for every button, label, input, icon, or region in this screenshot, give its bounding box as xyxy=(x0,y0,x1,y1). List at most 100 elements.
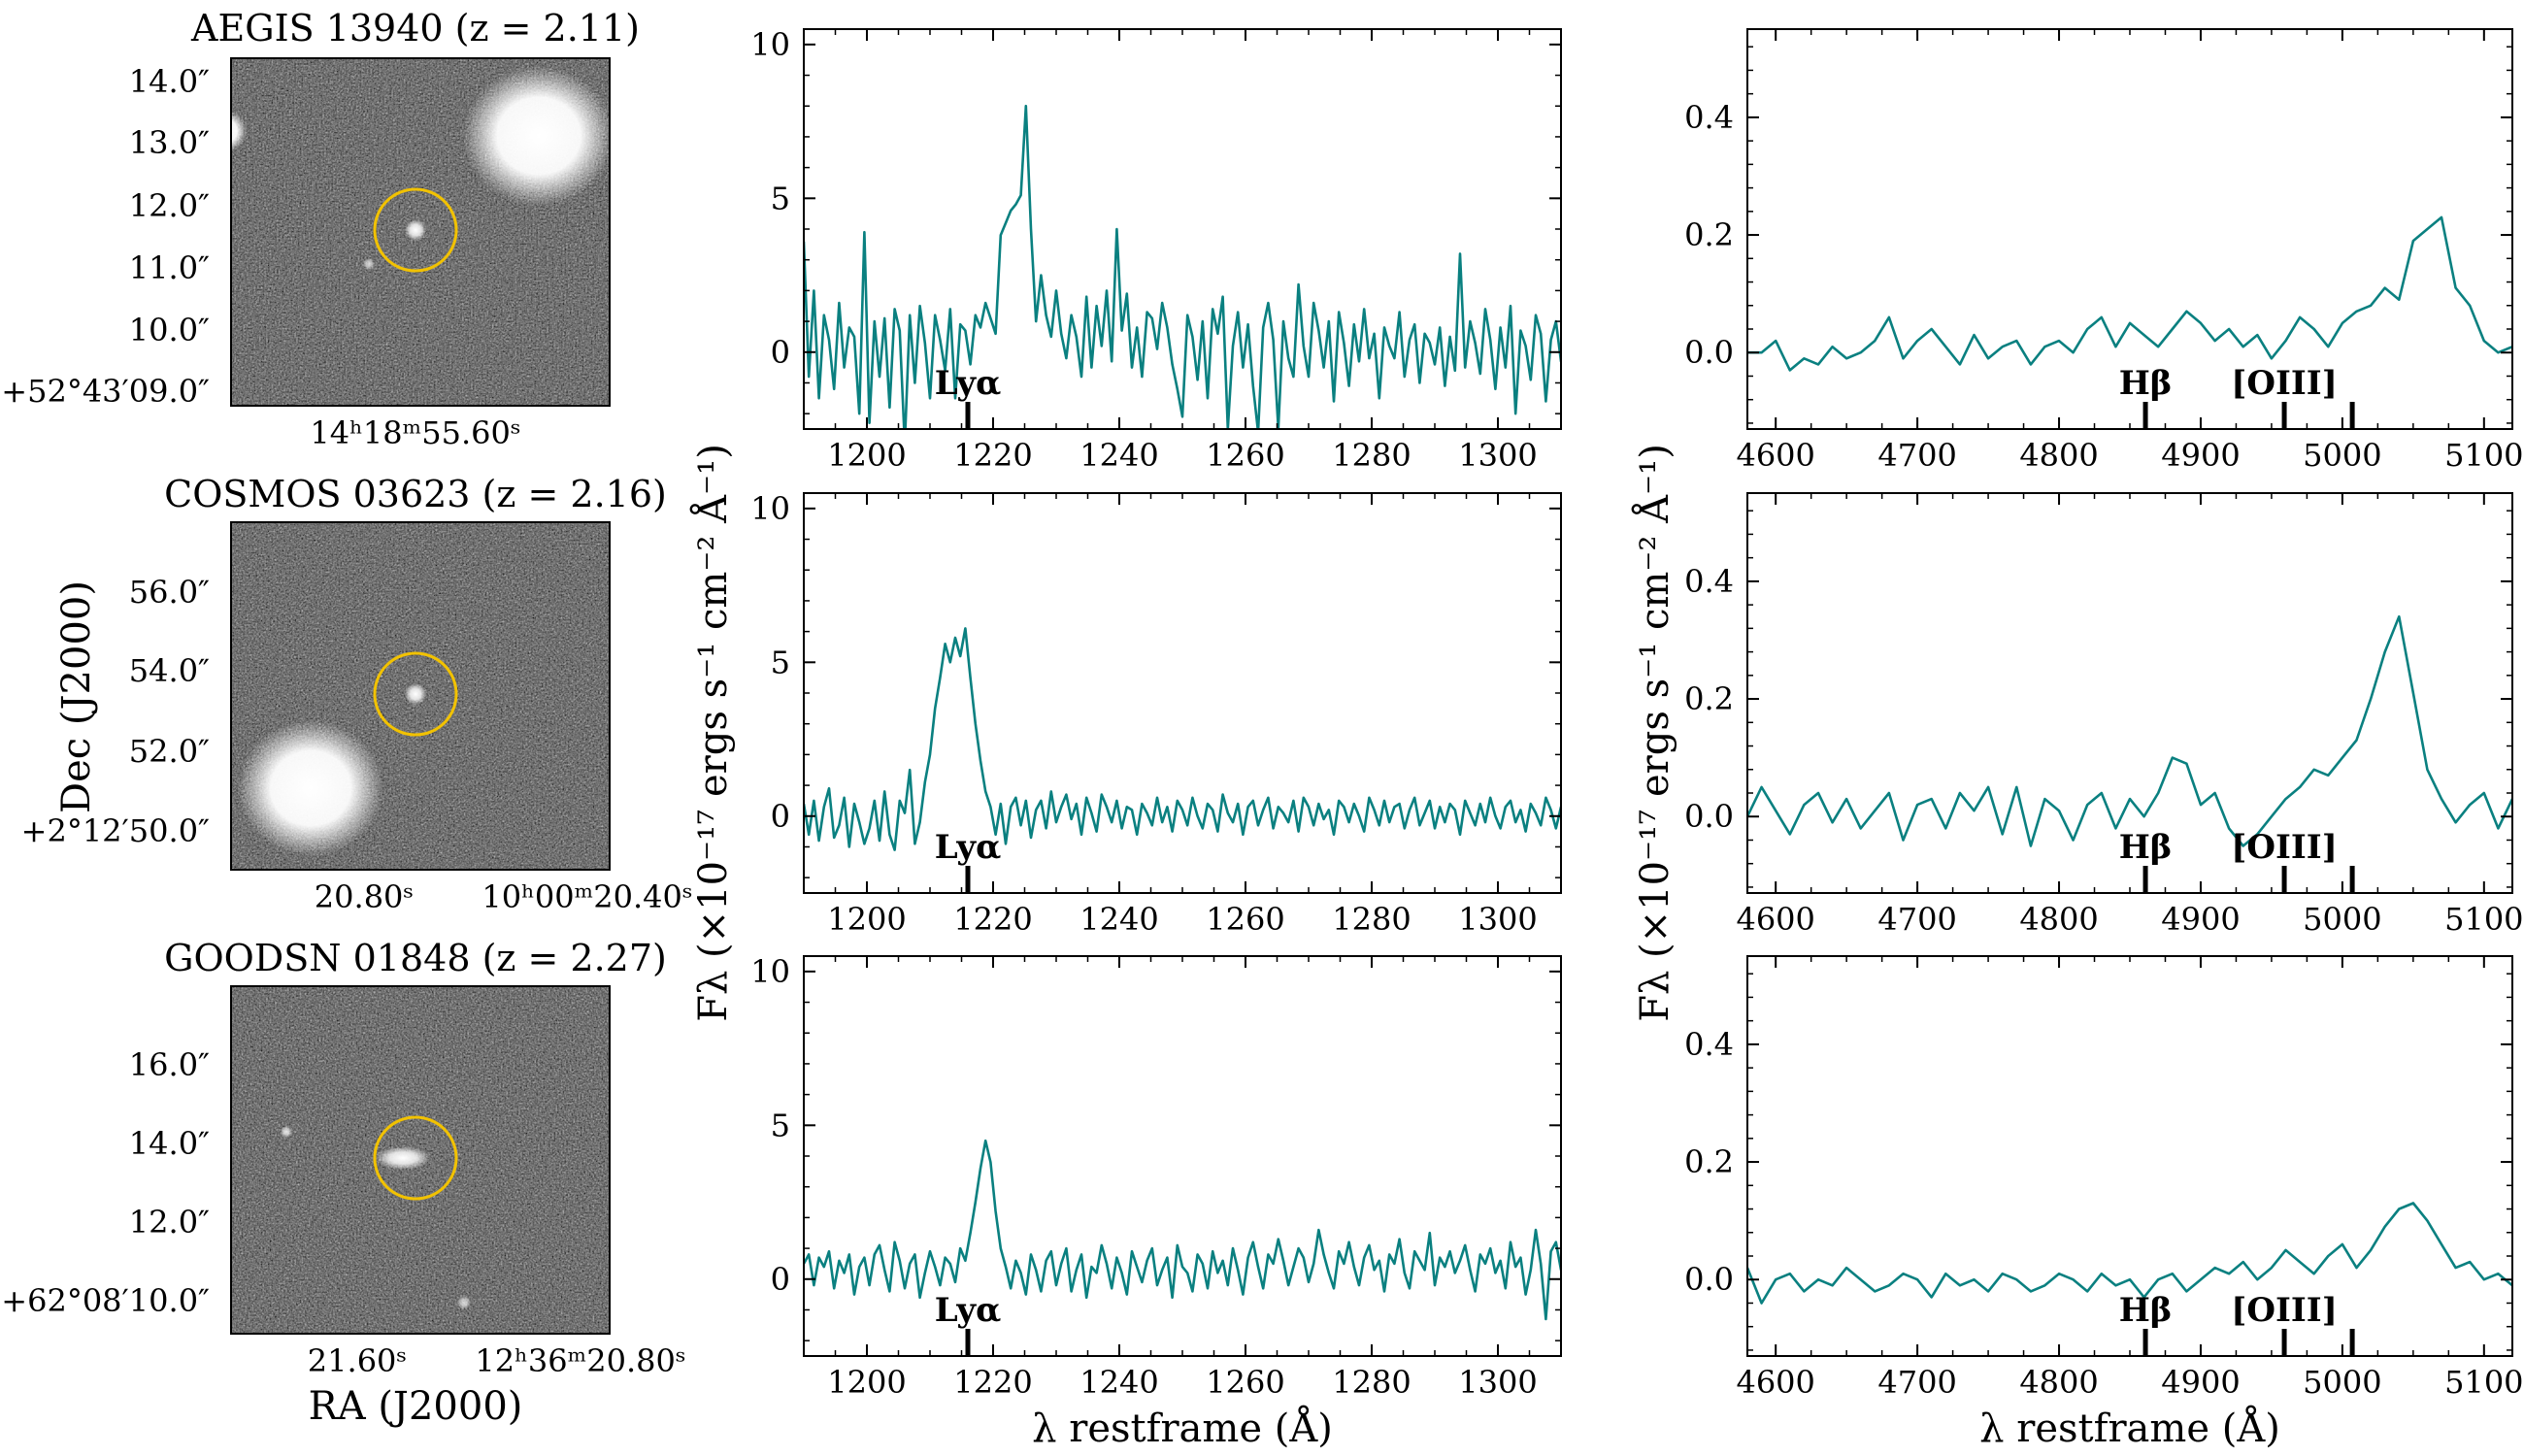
y-tick-label: 0.2 xyxy=(1684,1143,1734,1180)
emission-line-label: Hβ xyxy=(2119,828,2173,867)
x-tick-label: 5000 xyxy=(2303,437,2381,474)
x-tick-label: 5000 xyxy=(2303,901,2381,938)
x-tick-label: 1260 xyxy=(1206,901,1284,938)
x-tick-label: 1240 xyxy=(1079,901,1158,938)
dec-tick: 16.0″ xyxy=(129,1046,210,1083)
spectrum-line xyxy=(1747,215,2512,372)
spectrum-panel-1: 1200 1220 1240 1260 1280 1300 0 5 10 Lyα xyxy=(750,26,1562,474)
ra-tick: 10ʰ00ᵐ20.40ˢ xyxy=(482,878,692,915)
x-tick-label: 1280 xyxy=(1332,437,1411,474)
x-axis-title: λ restframe (Å) xyxy=(1979,1406,2280,1451)
x-tick-label: 4600 xyxy=(1736,901,1814,938)
y-tick-label: 10 xyxy=(750,490,790,527)
x-tick-label: 4600 xyxy=(1736,437,1814,474)
x-tick-label: 4900 xyxy=(2161,901,2240,938)
y-tick-label: 5 xyxy=(771,644,790,680)
x-tick-label: 4700 xyxy=(1877,901,1956,938)
x-tick-label: 1280 xyxy=(1332,1364,1411,1401)
x-tick-label: 1220 xyxy=(953,437,1032,474)
y-tick-label: 5 xyxy=(771,1107,790,1143)
ra-axis-title: RA (J2000) xyxy=(309,1384,523,1429)
faint-source xyxy=(281,1126,292,1138)
x-tick-label: 4800 xyxy=(2019,437,2098,474)
x-tick-label: 5100 xyxy=(2444,437,2523,474)
dec-tick: 54.0″ xyxy=(129,652,210,689)
x-axis-title: λ restframe (Å) xyxy=(1032,1406,1333,1451)
x-tick-label: 4700 xyxy=(1877,1364,1956,1401)
spectrum-panel-4: 4600 4700 4800 4900 5000 5100 0.0 0.2 0.4 Hβ [OIII… xyxy=(1684,28,2524,474)
cutout-panel-3: GOODSN 01848 (z = 2.27) 16.0″ 14.0″ 12.0… xyxy=(1,937,685,1379)
x-tick-label: 1300 xyxy=(1458,437,1537,474)
target-source xyxy=(405,219,426,241)
dec-tick: 12.0″ xyxy=(129,1204,210,1241)
x-tick-label: 4600 xyxy=(1736,1364,1814,1401)
dec-tick: 10.0″ xyxy=(129,312,210,348)
x-tick-label: 1260 xyxy=(1206,437,1284,474)
bright-source-blob xyxy=(238,720,383,856)
dec-ticks-3: 16.0″ 14.0″ 12.0″ +62°08′10.0″ xyxy=(1,1046,210,1319)
dec-tick: 52.0″ xyxy=(129,733,210,770)
cutout-title-3: GOODSN 01848 (z = 2.27) xyxy=(164,937,667,979)
bright-source-blob xyxy=(463,66,610,206)
spectrum-panel-3: 1200 1220 1240 1260 1280 1300 0 5 10 Lyα λ restfra… xyxy=(750,953,1562,1451)
spectra-group: 1200 1220 1240 1260 1280 1300 0 5 10 Lyα 1200 1220 1… xyxy=(750,26,2524,1451)
dec-tick: +62°08′10.0″ xyxy=(1,1282,210,1319)
y-tick-label: 0.0 xyxy=(1684,1261,1734,1298)
edge-source-blob xyxy=(231,110,247,152)
x-tick-label: 1200 xyxy=(827,1364,906,1401)
y-tick-label: 0 xyxy=(771,1261,790,1298)
dec-axis-title: Dec (J2000) xyxy=(54,580,99,813)
x-tick-label: 4800 xyxy=(2019,901,2098,938)
spectrum-line xyxy=(1747,1202,2512,1305)
cutout-panel-2: COSMOS 03623 (z = 2.16) 56.0″ 54.0″ 52.0… xyxy=(21,473,693,915)
x-tick-label: 1240 xyxy=(1079,1364,1158,1401)
spectrum-line xyxy=(804,1139,1561,1321)
dec-tick: 56.0″ xyxy=(129,574,210,611)
dec-tick: 12.0″ xyxy=(129,187,210,224)
y-tick-label: 10 xyxy=(750,26,790,63)
cutout-title-1: AEGIS 13940 (z = 2.11) xyxy=(190,7,640,50)
dec-tick: 13.0″ xyxy=(129,124,210,161)
y-tick-label: 0.2 xyxy=(1684,680,1734,717)
x-tick-label: 1200 xyxy=(827,901,906,938)
emission-line-label: Hβ xyxy=(2119,1291,2173,1330)
y-tick-label: 0.4 xyxy=(1684,1026,1734,1063)
spectrum-line xyxy=(1747,614,2512,847)
y-tick-label: 10 xyxy=(750,953,790,990)
emission-line-label: [OIII] xyxy=(2231,364,2338,403)
aperture-circle-3 xyxy=(373,1115,458,1201)
dec-ticks-1: 14.0″ 13.0″ 12.0″ 11.0″ 10.0″ +52°43′09.… xyxy=(1,63,210,410)
spectrum-line xyxy=(804,627,1561,851)
cutout-title-2: COSMOS 03623 (z = 2.16) xyxy=(164,473,667,515)
plot-frame xyxy=(803,955,1562,1357)
y-tick-label: 0 xyxy=(771,798,790,835)
dec-tick: +52°43′09.0″ xyxy=(1,373,210,410)
cutout-image-2 xyxy=(231,522,610,870)
emission-line-label: Lyα xyxy=(935,1291,1002,1330)
y-tick-label: 0.0 xyxy=(1684,334,1734,371)
x-tick-label: 1200 xyxy=(827,437,906,474)
cutout-image-3 xyxy=(231,986,610,1334)
ra-tick: 12ʰ36ᵐ20.80ˢ xyxy=(475,1342,685,1379)
y-tick-label: 0.4 xyxy=(1684,99,1734,136)
y-tick-label: 5 xyxy=(771,180,790,216)
x-tick-label: 4900 xyxy=(2161,437,2240,474)
spectrum-line xyxy=(804,104,1561,429)
dec-tick: 14.0″ xyxy=(129,1125,210,1162)
x-tick-label: 5100 xyxy=(2444,1364,2523,1401)
x-tick-label: 1220 xyxy=(953,901,1032,938)
emission-line-label: Lyα xyxy=(935,828,1002,867)
emission-line-label: Hβ xyxy=(2119,364,2173,403)
emission-line-label: [OIII] xyxy=(2231,1291,2338,1330)
x-tick-label: 5000 xyxy=(2303,1364,2381,1401)
dec-tick: 14.0″ xyxy=(129,63,210,100)
x-tick-label: 4700 xyxy=(1877,437,1956,474)
x-tick-label: 1300 xyxy=(1458,1364,1537,1401)
target-source xyxy=(376,1146,430,1170)
ra-tick: 21.60ˢ xyxy=(308,1342,407,1379)
y-tick-label: 0.0 xyxy=(1684,798,1734,835)
x-tick-label: 1220 xyxy=(953,1364,1032,1401)
flux-axis-title-uv: Fλ (×10⁻¹⁷ ergs s⁻¹ cm⁻² Å⁻¹) xyxy=(690,444,736,1022)
spectrum-panel-5: 4600 4700 4800 4900 5000 5100 0.0 0.2 0.4 Hβ [OIII… xyxy=(1684,492,2524,938)
